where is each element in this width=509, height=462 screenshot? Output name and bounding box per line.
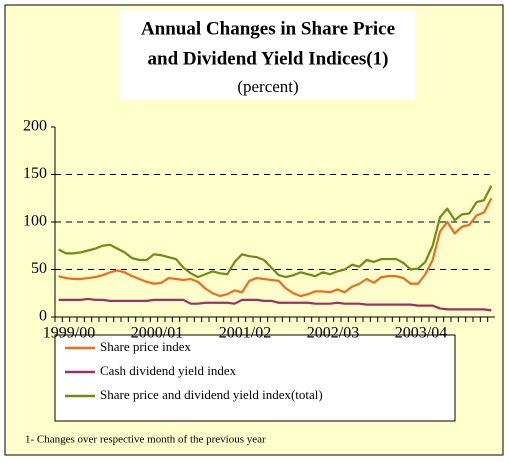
x-tick-label: 1999/00: [43, 325, 95, 342]
legend-label: Share price and dividend yield index(tot…: [100, 387, 323, 402]
series-line: [58, 297, 492, 312]
legend-label: Cash dividend yield index: [100, 363, 237, 378]
x-tick-label: 2002/03: [307, 325, 359, 342]
y-tick-label: 0: [39, 308, 47, 325]
legend-box: [54, 334, 456, 422]
series-line: [58, 185, 493, 279]
x-tick-label: 2001/02: [219, 325, 271, 342]
y-tick-label: 150: [23, 165, 47, 182]
chart-title: and Dividend Yield Indices(1): [148, 48, 389, 69]
y-tick-label: 50: [31, 260, 47, 277]
y-tick-label: 200: [23, 118, 47, 135]
series-line: [58, 197, 493, 298]
footnote: 1- Changes over respective month of the …: [25, 434, 266, 446]
y-tick-label: 100: [23, 213, 47, 230]
legend-label: Share price index: [100, 339, 191, 354]
x-tick-label: 2003/04: [395, 325, 447, 342]
chart-subtitle: (percent): [237, 77, 298, 96]
x-tick-label: 2000/01: [131, 325, 183, 342]
chart-title: Annual Changes in Share Price: [141, 18, 395, 39]
title-box: [120, 10, 415, 100]
